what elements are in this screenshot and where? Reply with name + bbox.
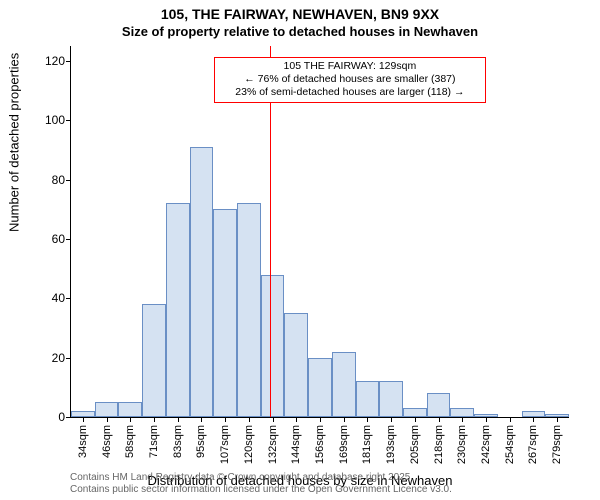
y-axis-label: Number of detached properties [7, 52, 22, 231]
histogram-bar [166, 203, 190, 417]
x-tick-mark [486, 417, 487, 422]
histogram-bar [284, 313, 308, 417]
x-tick-label: 95sqm [195, 425, 207, 458]
x-tick-label: 230sqm [456, 425, 468, 464]
x-tick-label: 242sqm [480, 425, 492, 464]
x-tick-label: 205sqm [409, 425, 421, 464]
x-tick-mark [273, 417, 274, 422]
histogram-bar [118, 402, 142, 417]
x-tick-label: 156sqm [314, 425, 326, 464]
y-tick-mark [66, 120, 71, 121]
x-tick-mark [510, 417, 511, 422]
chart-subtitle: Size of property relative to detached ho… [0, 24, 600, 39]
x-tick-label: 181sqm [361, 425, 373, 464]
histogram-bar [403, 408, 427, 417]
y-tick-label: 100 [45, 113, 65, 127]
y-tick-label: 60 [52, 232, 65, 246]
histogram-bar [261, 275, 285, 417]
y-tick-mark [66, 61, 71, 62]
annotation-line: ← 76% of detached houses are smaller (38… [221, 73, 479, 86]
x-tick-mark [83, 417, 84, 422]
x-tick-mark [296, 417, 297, 422]
x-tick-label: 58sqm [124, 425, 136, 458]
histogram-bar [237, 203, 261, 417]
histogram-bar [356, 381, 380, 417]
x-tick-mark [439, 417, 440, 422]
histogram-bar [379, 381, 403, 417]
y-tick-mark [66, 239, 71, 240]
histogram-bar [332, 352, 356, 417]
y-tick-mark [66, 180, 71, 181]
histogram-bar [95, 402, 119, 417]
x-tick-label: 218sqm [433, 425, 445, 464]
x-tick-label: 144sqm [290, 425, 302, 464]
annotation-line: 105 THE FAIRWAY: 129sqm [221, 60, 479, 73]
x-tick-label: 169sqm [338, 425, 350, 464]
x-tick-label: 279sqm [551, 425, 563, 464]
y-tick-label: 20 [52, 351, 65, 365]
x-tick-mark [557, 417, 558, 422]
histogram-bar [142, 304, 166, 417]
x-tick-label: 83sqm [172, 425, 184, 458]
histogram-bar [427, 393, 451, 417]
x-tick-mark [344, 417, 345, 422]
y-tick-label: 40 [52, 291, 65, 305]
x-tick-mark [391, 417, 392, 422]
histogram-bar [450, 408, 474, 417]
y-tick-mark [66, 358, 71, 359]
chart-title: 105, THE FAIRWAY, NEWHAVEN, BN9 9XX [0, 6, 600, 22]
footer-attribution: Contains HM Land Registry data © Crown c… [70, 472, 452, 496]
x-tick-mark [320, 417, 321, 422]
footer-line-2: Contains public sector information licen… [70, 484, 452, 496]
y-tick-mark [66, 417, 71, 418]
x-tick-mark [225, 417, 226, 422]
x-tick-mark [107, 417, 108, 422]
x-tick-mark [154, 417, 155, 422]
chart-container: 105, THE FAIRWAY, NEWHAVEN, BN9 9XX Size… [0, 0, 600, 500]
histogram-bar [308, 358, 332, 417]
x-tick-label: 132sqm [267, 425, 279, 464]
y-tick-mark [66, 298, 71, 299]
x-tick-label: 193sqm [385, 425, 397, 464]
x-tick-mark [533, 417, 534, 422]
y-tick-label: 120 [45, 54, 65, 68]
annotation-box: 105 THE FAIRWAY: 129sqm← 76% of detached… [214, 57, 486, 102]
x-tick-label: 71sqm [148, 425, 160, 458]
histogram-bar [213, 209, 237, 417]
histogram-bar [190, 147, 214, 417]
footer-line-1: Contains HM Land Registry data © Crown c… [70, 472, 452, 484]
y-tick-label: 0 [58, 410, 65, 424]
x-tick-label: 267sqm [527, 425, 539, 464]
x-tick-label: 254sqm [504, 425, 516, 464]
plot-area: 02040608010012034sqm46sqm58sqm71sqm83sqm… [70, 46, 569, 418]
x-tick-mark [201, 417, 202, 422]
y-tick-label: 80 [52, 173, 65, 187]
x-tick-label: 34sqm [77, 425, 89, 458]
x-tick-mark [462, 417, 463, 422]
x-tick-mark [415, 417, 416, 422]
x-tick-label: 107sqm [219, 425, 231, 464]
x-tick-mark [130, 417, 131, 422]
x-tick-mark [178, 417, 179, 422]
annotation-line: 23% of semi-detached houses are larger (… [221, 86, 479, 99]
x-tick-mark [367, 417, 368, 422]
x-tick-label: 46sqm [101, 425, 113, 458]
x-tick-mark [249, 417, 250, 422]
x-tick-label: 120sqm [243, 425, 255, 464]
